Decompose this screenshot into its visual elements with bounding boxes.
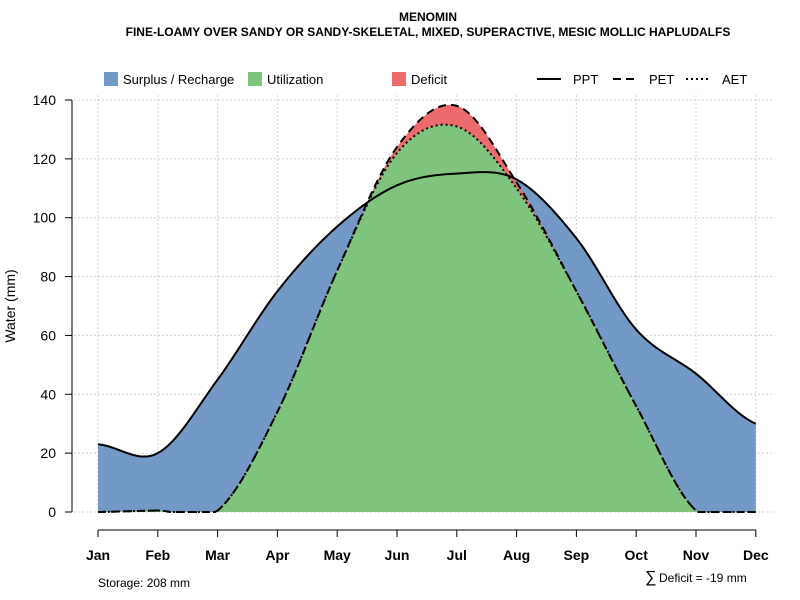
legend-label: Deficit [411,72,448,87]
chart-subtitle: FINE-LOAMY OVER SANDY OR SANDY-SKELETAL,… [126,25,731,39]
series-line-pet [97,103,756,513]
legend-swatch [248,72,262,86]
legend: Surplus / Recharge Utilization Deficit PPT P… [104,72,747,87]
x-tick-label: May [324,547,351,563]
y-tick-label: 60 [40,327,56,343]
legend-label: PET [649,72,674,87]
sum-symbol-icon: ∑ [645,569,656,586]
legend-label: PPT [573,72,598,87]
series-line-ppt [97,171,757,458]
y-tick-label: 20 [40,445,56,461]
x-tick-label: Sep [564,547,590,563]
legend-label: Surplus / Recharge [123,72,234,87]
legend-swatch [104,72,118,86]
x-tick-label: Dec [743,547,769,563]
x-tick-label: Mar [205,547,230,563]
legend-label: Utilization [267,72,323,87]
series-line-aet [97,123,756,513]
y-tick-label: 120 [33,151,57,167]
x-tick-label: Aug [503,547,530,563]
chart-title: MENOMIN [399,10,457,24]
y-tick-label: 0 [48,504,56,520]
x-tick-label: Oct [625,547,649,563]
legend-label: AET [722,72,747,87]
axes: 0 20 40 60 80 100 120 140 Jan Feb Mar Apr May Jun Jul A… [33,92,769,563]
y-tick-label: 80 [40,269,56,285]
y-tick-label: 40 [40,386,56,402]
area-fills [98,104,756,513]
x-tick-label: Nov [683,547,710,563]
x-tick-label: Feb [145,547,170,563]
y-tick-label: 100 [33,210,57,226]
y-tick-label: 140 [33,92,57,108]
series-lines [97,103,757,513]
deficit-total: Deficit = -19 mm [659,571,747,585]
y-axis-label: Water (mm) [2,269,18,342]
x-tick-label: Jul [447,547,467,563]
x-tick-label: Jun [385,547,410,563]
x-tick-label: Apr [265,547,290,563]
storage-note: Storage: 208 mm [98,576,190,590]
legend-swatch [392,72,406,86]
utilization-area [98,124,756,513]
x-tick-label: Jan [86,547,110,563]
